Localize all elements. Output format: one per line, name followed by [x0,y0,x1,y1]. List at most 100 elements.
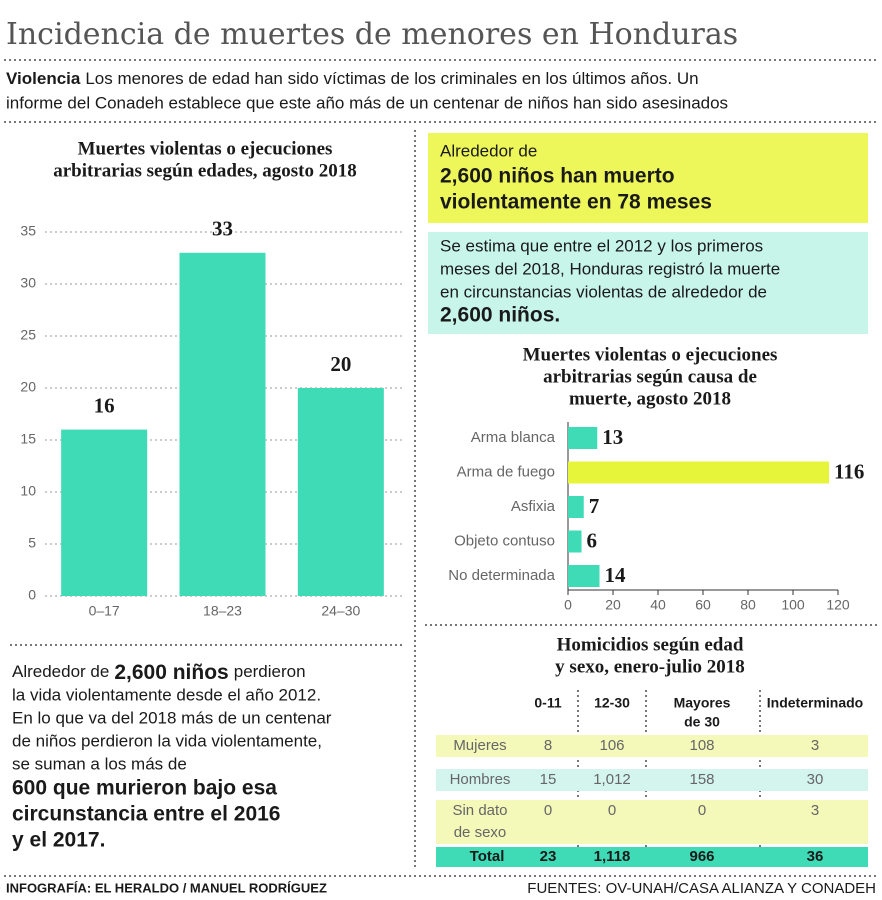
value-label: 6 [587,528,598,552]
x-tick-label: 100 [781,597,805,613]
value-label: 14 [605,563,627,587]
summary-part: 2,600 niños [114,661,228,684]
estimate-box [428,232,868,334]
cell: 15 [540,771,557,788]
column-header: Indeterminado [767,695,863,711]
y-tick-label: 0 [28,587,36,603]
cell: 8 [544,737,552,754]
row-label: de sexo [454,824,507,841]
category-label: Objeto contuso [454,532,555,549]
table-title: Homicidios según edad [557,634,744,655]
intro-text: Los menores de edad han sido víctimas de… [85,69,698,88]
x-tick-label: 60 [695,597,711,613]
cell: 158 [689,771,714,788]
column-header: de 30 [684,714,720,730]
summary-part: perdieron [234,662,306,681]
total-cell: 966 [689,848,714,865]
row-background [436,800,868,844]
category-label: Arma blanca [471,429,556,446]
cell: 0 [544,802,552,819]
highlight-box [428,133,868,223]
bar [568,427,598,449]
chart-title: muerte, agosto 2018 [569,388,731,409]
chart-title: Muertes violentas o ejecuciones [78,138,333,159]
cell: 30 [807,771,824,788]
summary-bold: circunstancia entre el 2016 [12,803,280,826]
box-text: meses del 2018, Honduras registró la mue… [440,259,780,278]
summary-bold: 600 que murieron bajo esa [12,777,277,800]
cell: 3 [811,802,819,819]
x-tick-label: 80 [740,597,756,613]
column-header: 12-30 [594,695,630,711]
credit: FUENTES: OV-UNAH/CASA ALIANZA Y CONADEH [527,880,876,897]
credit: INFOGRAFÍA: EL HERALDO / MANUEL RODRÍGUE… [6,880,327,895]
box-text: en circunstancias violentas de alrededor… [440,282,767,301]
chart-title: arbitrarias según edades, agosto 2018 [53,160,356,181]
value-label: 33 [212,217,233,241]
row-label: Total [470,848,505,865]
box-bold: violentamente en 78 meses [440,191,712,214]
box-text: Se estima que entre el 2012 y los primer… [440,236,763,255]
total-cell: 36 [807,848,824,865]
total-cell: 23 [540,848,557,865]
y-tick-label: 30 [20,275,36,291]
y-tick-label: 15 [20,431,36,447]
value-label: 7 [589,494,600,518]
cell: 106 [599,737,624,754]
value-label: 20 [330,352,351,376]
bar [568,496,584,518]
row-background [436,769,868,791]
y-tick-label: 25 [20,327,36,343]
row-background [436,735,868,757]
box-text: Alrededor de [440,141,537,160]
row-label: Hombres [450,771,511,788]
cell: 1,012 [593,771,631,788]
table-title: y sexo, enero-julio 2018 [555,656,745,677]
bar [568,565,600,587]
x-tick-label: 40 [650,597,666,613]
total-cell: 1,118 [594,848,631,865]
summary-line: En lo que va del 2018 más de un centenar [12,708,332,727]
box-bold: 2,600 niños. [440,304,560,327]
category-label: No determinada [448,567,555,584]
intro-lead: Violencia [6,69,81,88]
y-tick-label: 35 [20,223,36,239]
row-label: Sin dato [452,802,507,819]
x-tick-label: 24–30 [321,603,360,619]
x-tick-label: 0 [564,597,572,613]
summary-line: la vida violentamente desde el año 2012. [12,685,321,704]
bar [179,252,266,597]
cell: 108 [689,737,714,754]
y-tick-label: 20 [20,379,36,395]
cell: 0 [698,802,706,819]
x-tick-label: 18–23 [203,603,242,619]
intro-line: informe del Conadeh establece que este a… [6,93,728,112]
summary-bold: y el 2017. [12,829,105,852]
value-label: 116 [834,459,864,483]
x-tick-label: 0–17 [89,603,120,619]
row-label: Mujeres [453,737,506,754]
page-title: Incidencia de muertes de menores en Hond… [6,17,738,52]
bar [297,388,384,596]
value-label: 13 [602,425,623,449]
bar [568,530,582,553]
bar [61,429,148,596]
column-header: 0-11 [534,695,561,711]
total-background [436,847,868,867]
box-bold: 2,600 niños han muerto [440,165,675,188]
category-label: Asfixia [511,498,556,515]
intro-line: Violencia Los menores de edad han sido ví… [6,69,699,88]
x-tick-label: 20 [605,597,621,613]
y-tick-label: 5 [28,535,36,551]
bar [568,461,829,484]
summary-part: Alrededor de [12,662,109,681]
chart-title: Muertes violentas o ejecuciones [523,344,778,365]
value-label: 16 [94,393,115,417]
column-header: Mayores [674,695,731,711]
chart-title: arbitrarias según causa de [543,366,757,387]
summary-line: se suman a los más de [12,754,187,773]
y-tick-label: 10 [20,483,36,499]
x-tick-label: 120 [826,597,850,613]
summary-line: Alrededor de 2,600 niños perdieron [12,661,306,684]
